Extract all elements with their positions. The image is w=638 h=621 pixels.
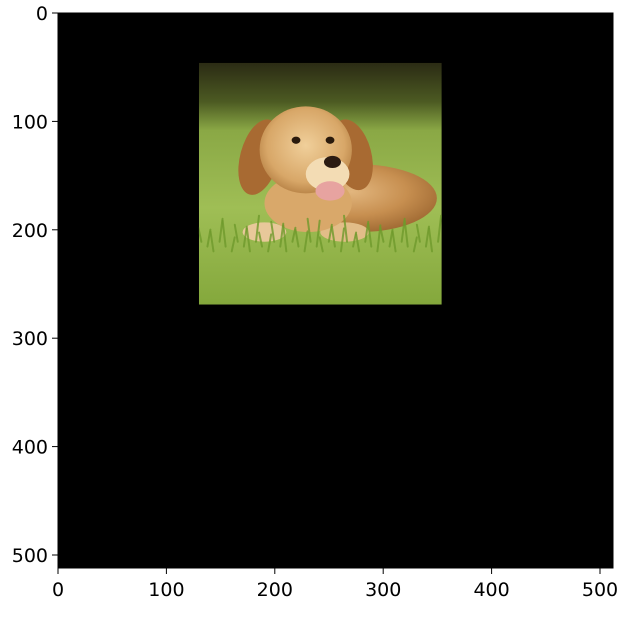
axes-frame [57, 12, 614, 569]
grass-blade [303, 230, 309, 253]
grass-blade [233, 223, 239, 243]
dog-nose [323, 155, 341, 169]
dog-eye-right [325, 136, 335, 144]
x-tick-label: 0 [52, 579, 64, 601]
dog-paw-left [242, 222, 287, 242]
dog-tongue [315, 181, 345, 201]
grass-blade [355, 233, 361, 253]
grass-blade [306, 217, 312, 243]
grass-blade [437, 214, 442, 243]
grass-blade [379, 226, 385, 243]
grass-blade [258, 231, 264, 248]
grass-blade [315, 219, 321, 248]
y-tick-label: 400 [12, 437, 48, 459]
x-axis: 0 100 200 300 400 500 [52, 568, 618, 601]
grass-blade [339, 227, 345, 253]
grass-blade [270, 220, 276, 243]
dog [198, 106, 442, 253]
x-tick-label: 300 [365, 579, 401, 601]
grass-blade [267, 233, 273, 253]
grass-blade [282, 224, 288, 253]
grass-blade [294, 228, 300, 248]
y-tick-label: 0 [36, 3, 48, 25]
x-tick-label: 100 [148, 579, 184, 601]
grass-blade [230, 236, 236, 253]
grass-blade [428, 227, 434, 253]
dog-photo [198, 62, 442, 305]
y-tick-label: 300 [12, 328, 48, 350]
grass-blade [403, 219, 409, 248]
grass-blade [209, 230, 215, 253]
x-tick-label: 200 [257, 579, 293, 601]
grass-blade [367, 222, 373, 248]
y-tick-label: 100 [12, 111, 48, 133]
grass-blade [343, 214, 349, 243]
grass-blade [330, 225, 336, 248]
dog-eye-left [291, 136, 301, 144]
grass-blade [198, 226, 203, 243]
y-tick-label: 200 [12, 220, 48, 242]
grass-blade [412, 236, 418, 253]
x-tick-label: 400 [473, 579, 509, 601]
y-tick-label: 500 [12, 545, 48, 567]
y-axis: 0 100 200 300 400 500 [12, 3, 58, 567]
grass-blade [318, 236, 324, 253]
grass-blade [221, 219, 227, 248]
grass-blade [245, 227, 251, 253]
x-tick-label: 500 [582, 579, 618, 601]
grass-blade [254, 214, 260, 243]
grass-blade [415, 223, 421, 243]
grass-blade [391, 230, 397, 253]
